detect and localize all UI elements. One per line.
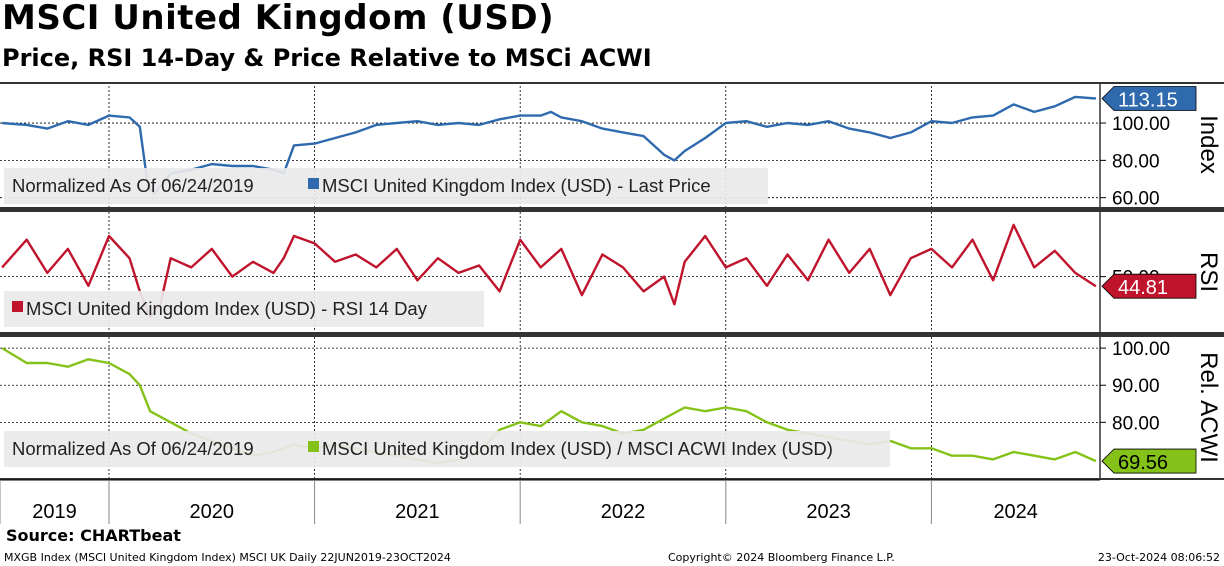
legend-series-price: MSCI United Kingdom Index (USD) - Last P… bbox=[322, 175, 711, 196]
footer-timestamp: 23-Oct-2024 08:06:52 bbox=[1097, 551, 1220, 564]
x-tick-label: 2022 bbox=[601, 501, 646, 523]
tick-label-rel: 100.00 bbox=[1112, 339, 1170, 360]
legend-box-rel bbox=[4, 431, 890, 467]
last-value-tag-rel bbox=[1101, 448, 1197, 474]
last-value-tag-rsi bbox=[1101, 273, 1197, 299]
legend-series-rsi: MSCI United Kingdom Index (USD) - RSI 14… bbox=[26, 298, 428, 319]
panel-separator bbox=[0, 332, 1224, 337]
legend-box-price bbox=[4, 168, 768, 204]
axis-title-rsi: RSI bbox=[1195, 252, 1222, 292]
legend-swatch-price bbox=[308, 178, 319, 189]
x-tick-label: 2021 bbox=[395, 501, 440, 523]
panel-price: 60.00 80.00 100.00 Normalized As Of 06/24/2… bbox=[0, 82, 1222, 210]
tick-label-price: 100.00 bbox=[1112, 114, 1170, 135]
panel-separator bbox=[0, 207, 1224, 212]
panel-separator bbox=[0, 478, 1224, 480]
axis-title-price: Index bbox=[1195, 115, 1222, 174]
legend-series-rel: MSCI United Kingdom Index (USD) / MSCI A… bbox=[322, 438, 833, 459]
legend-prefix-price: Normalized As Of 06/24/2019 bbox=[12, 175, 254, 196]
chart-panels: 60.00 80.00 100.00 Normalized As Of 06/24/2… bbox=[0, 82, 1222, 478]
chart-title: MSCI United Kingdom (USD) bbox=[2, 0, 555, 38]
tick-label-rel: 80.00 bbox=[1112, 413, 1160, 434]
legend-prefix-rel: Normalized As Of 06/24/2019 bbox=[12, 438, 254, 459]
legend-box-rsi bbox=[4, 291, 484, 327]
x-axis: 2019 2020 2021 2022 2023 2024 bbox=[0, 82, 1224, 524]
last-value-tag-price bbox=[1101, 86, 1197, 111]
last-value-label-rsi: 44.81 bbox=[1118, 277, 1168, 299]
footer-copyright: Copyright© 2024 Bloomberg Finance L.P. bbox=[668, 551, 895, 564]
footer-security-info: MXGB Index (MSCI United Kingdom Index) M… bbox=[4, 551, 451, 564]
x-tick-label: 2024 bbox=[993, 501, 1038, 523]
last-value-label-price: 113.15 bbox=[1118, 90, 1178, 112]
x-tick-label: 2019 bbox=[32, 501, 77, 523]
last-value-label-rel: 69.56 bbox=[1118, 452, 1168, 474]
tick-label-price: 80.00 bbox=[1112, 151, 1160, 172]
axis-title-rel: Rel. ACWI bbox=[1195, 352, 1222, 463]
legend-swatch-rsi bbox=[12, 301, 23, 312]
series-line-rel bbox=[1, 347, 1097, 465]
panel-separator bbox=[0, 82, 1224, 84]
x-tick-label: 2020 bbox=[190, 501, 235, 523]
legend-swatch-rel bbox=[308, 441, 319, 452]
tick-label-rel: 90.00 bbox=[1112, 376, 1160, 397]
panel-rel: 80.00 90.00 100.00 Normalized As Of 06/24/2… bbox=[0, 337, 1222, 478]
series-line-rsi bbox=[1, 223, 1097, 319]
x-tick-label: 2023 bbox=[806, 501, 851, 523]
chart-subtitle: Price, RSI 14-Day & Price Relative to MS… bbox=[2, 44, 652, 72]
panel-rsi: 50.00MSCI United Kingdom Index (USD) - R… bbox=[0, 212, 1222, 332]
tick-label-price: 60.00 bbox=[1112, 189, 1160, 210]
source-label: Source: CHARTbeat bbox=[6, 526, 181, 545]
